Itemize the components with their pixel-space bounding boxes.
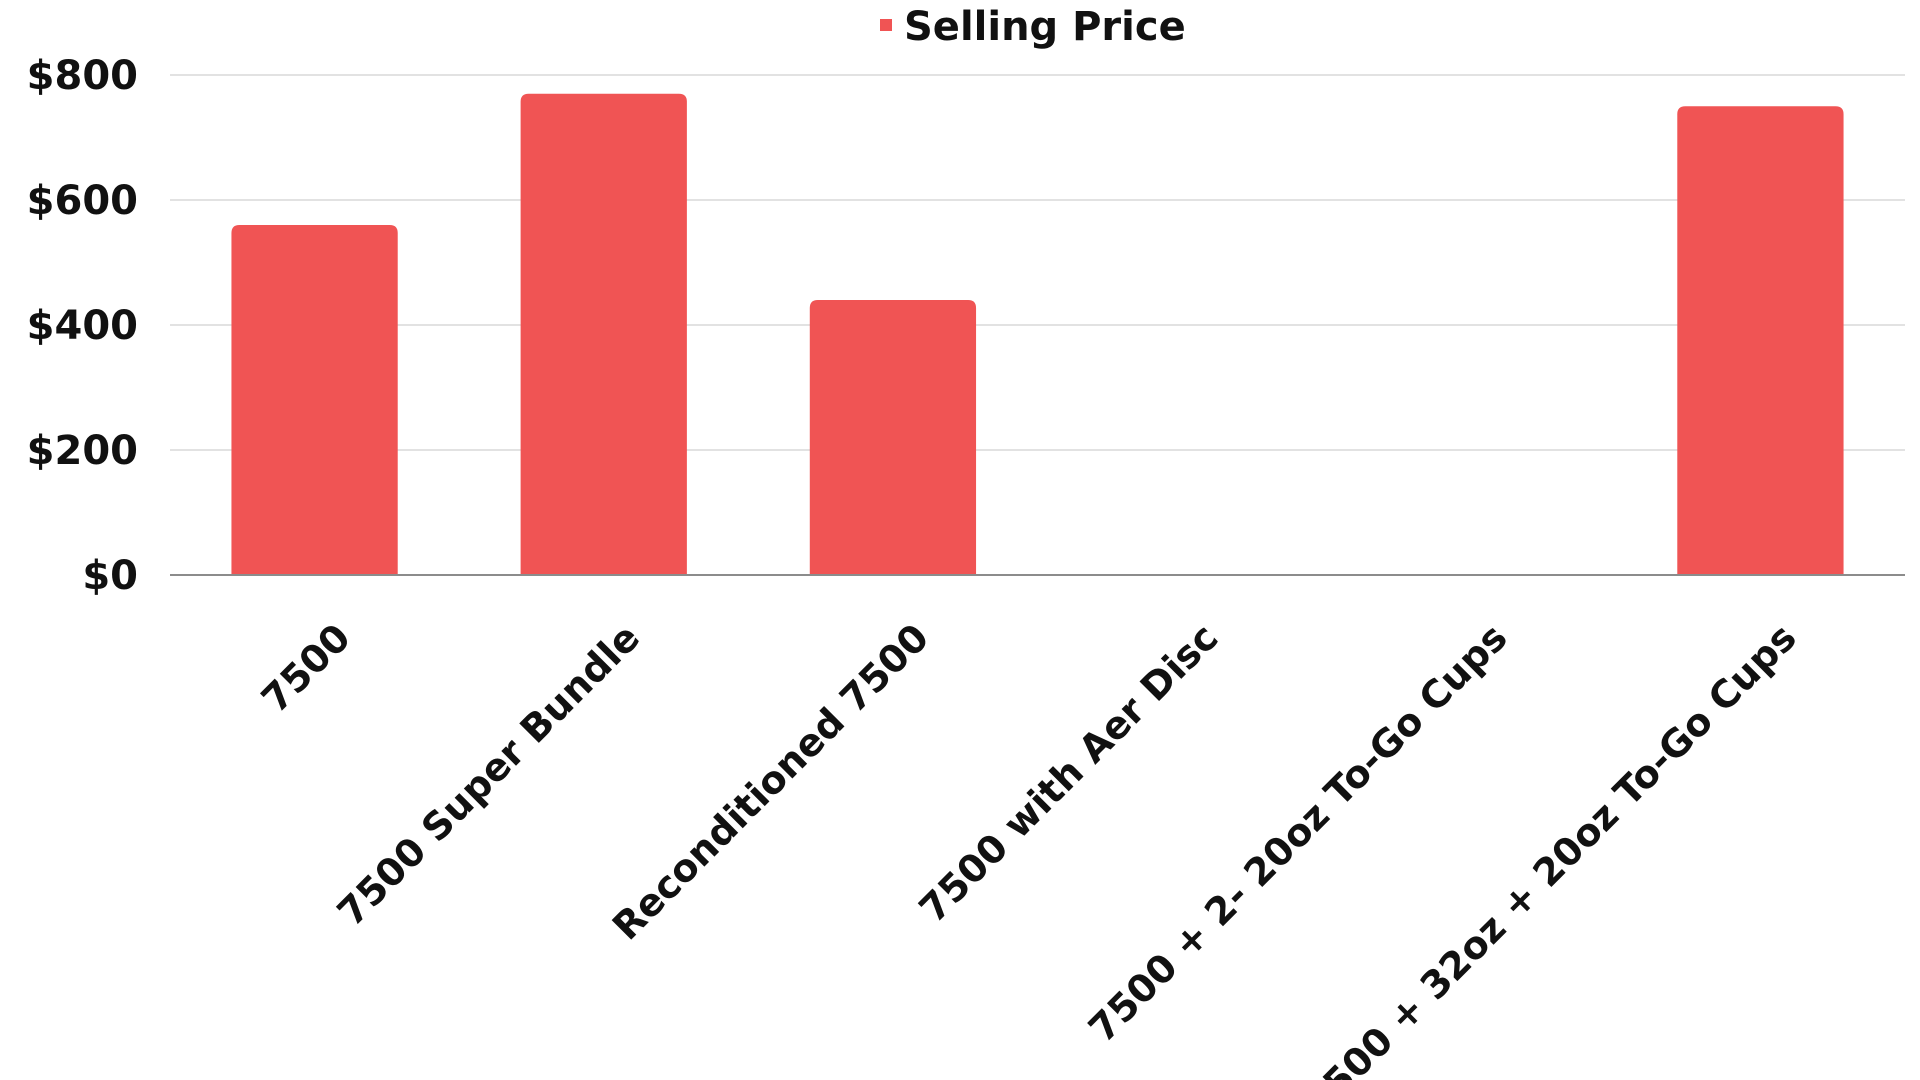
legend-swatch bbox=[880, 19, 892, 31]
y-tick-label: $0 bbox=[82, 553, 138, 599]
bar bbox=[1677, 106, 1844, 575]
y-axis-tick-labels: $0 $200 $400 $600 $800 bbox=[27, 53, 138, 599]
x-category-label: 7500 bbox=[253, 615, 359, 721]
bar bbox=[231, 225, 398, 575]
y-tick-label: $400 bbox=[27, 303, 138, 349]
legend-label-selling-price: Selling Price bbox=[904, 4, 1186, 50]
y-tick-label: $800 bbox=[27, 53, 138, 99]
bars bbox=[231, 93, 1844, 575]
x-category-label: 7500 + 32oz + 20oz To-Go Cups bbox=[1296, 615, 1805, 1080]
x-category-label: 7500 with Aer Disc bbox=[911, 615, 1227, 931]
bar bbox=[520, 93, 687, 575]
y-tick-label: $600 bbox=[27, 178, 138, 224]
legend: Selling Price bbox=[880, 4, 1186, 50]
bar bbox=[809, 300, 977, 575]
gridlines bbox=[170, 74, 1905, 451]
x-category-label: 7500 Super Bundle bbox=[329, 615, 648, 934]
y-tick-label: $200 bbox=[27, 428, 138, 474]
x-category-label: Reconditioned 7500 bbox=[604, 615, 937, 948]
